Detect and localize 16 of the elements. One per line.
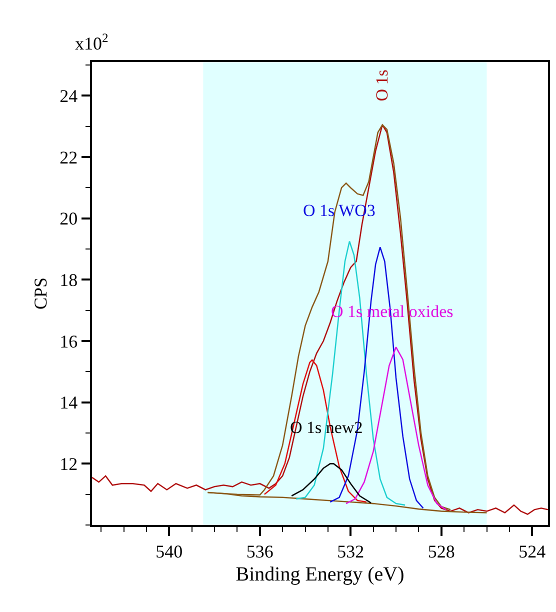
y-axis-title: CPS	[30, 277, 50, 310]
y-tick-label: 20	[60, 208, 78, 229]
y-tick-label: 18	[60, 270, 78, 290]
x-tick-label: 540	[156, 541, 183, 562]
y-tick-label: 16	[60, 331, 78, 352]
y-tick-label: 12	[60, 454, 78, 474]
x-tick-label: 528	[428, 541, 455, 562]
x-tick-label: 532	[337, 541, 364, 562]
y-tick-label: 24	[60, 86, 78, 106]
y-tick-label: 22	[60, 147, 78, 168]
x-axis-title: Binding Energy (eV)	[236, 563, 404, 586]
text: x10$^{2}$	[75, 31, 108, 54]
text: O 1s	[372, 70, 392, 102]
x-tick-label: 524	[518, 541, 546, 562]
y-tick-label: 14	[60, 392, 78, 413]
x-tick-label: 536	[246, 541, 274, 562]
